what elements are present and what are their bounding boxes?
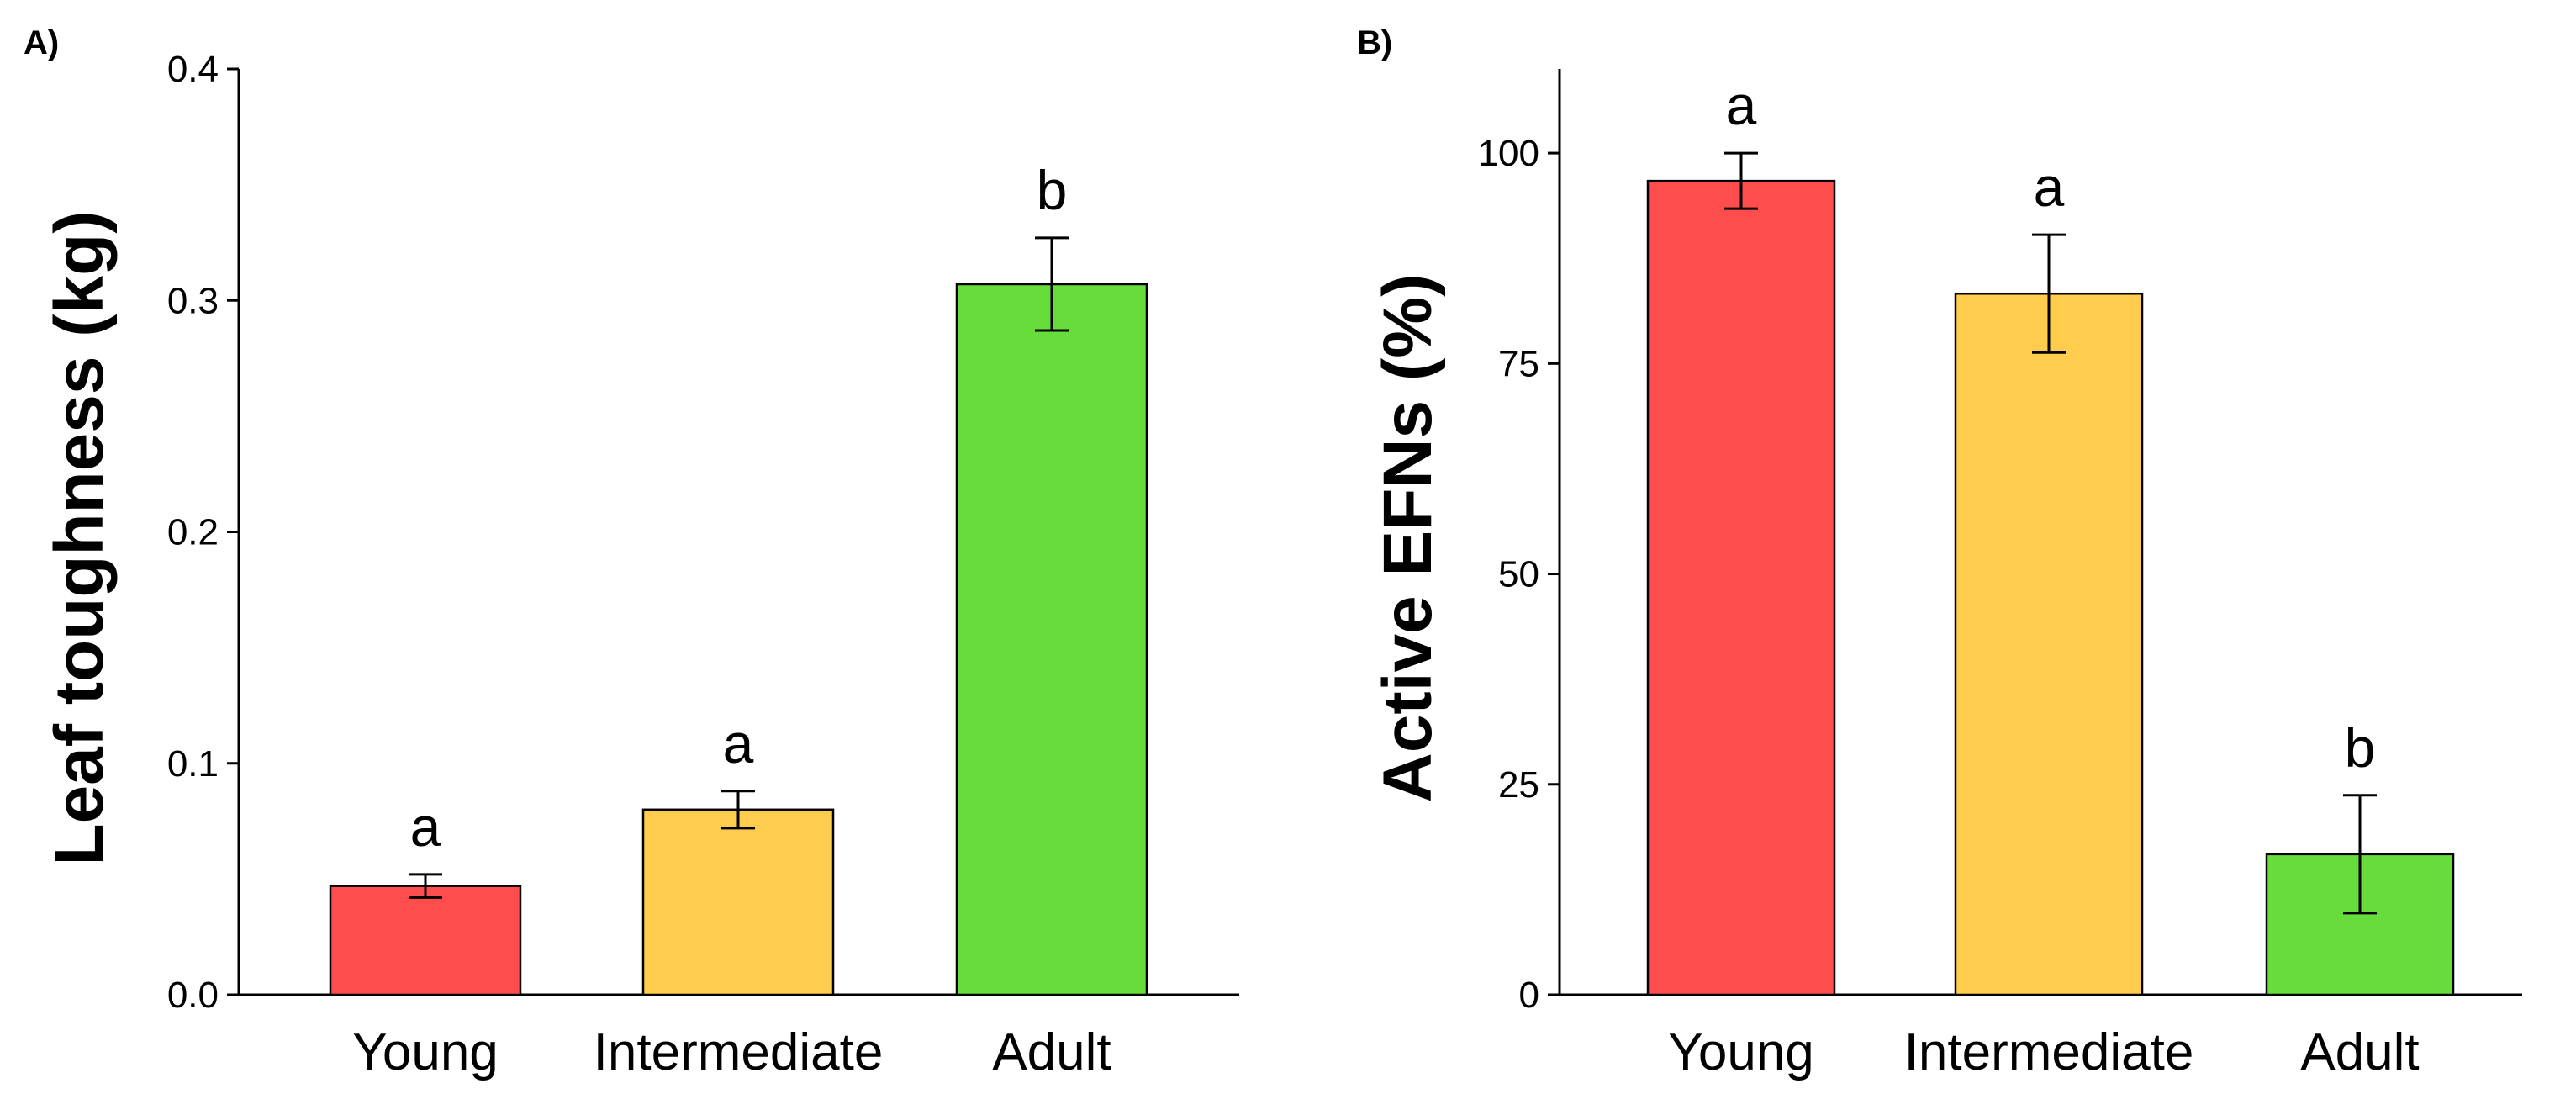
panel-a-leaf-toughness: A) Leaf toughness (kg) 0.0 0.1 0.2 0.3 0.4 a Y…	[24, 24, 1239, 1081]
y-tick-label: 75	[1498, 343, 1539, 384]
y-tick-label: 0.1	[167, 743, 219, 785]
y-tick-label: 0.3	[167, 280, 219, 321]
y-tick-label: 0.0	[167, 975, 219, 1016]
panel-b-active-efns: B) Active EFNs (%) 0 25 50 75 100 a Young a Inte…	[1357, 24, 2522, 1081]
x-tick-label-intermediate: Intermediate	[1904, 1023, 2194, 1081]
y-tick-label: 50	[1498, 554, 1539, 595]
significance-letter: b	[2345, 716, 2376, 779]
significance-letter: a	[2034, 156, 2065, 218]
y-tick-label: 0.4	[167, 49, 219, 90]
y-tick-label: 25	[1498, 764, 1539, 806]
x-tick-label-intermediate: Intermediate	[594, 1023, 884, 1081]
significance-letter: a	[410, 795, 441, 858]
significance-letter: a	[1726, 74, 1757, 136]
x-tick-label-adult: Adult	[992, 1023, 1111, 1081]
x-tick-label-young: Young	[1668, 1023, 1814, 1081]
y-tick-label: 0.2	[167, 512, 219, 553]
panel-label: A)	[24, 24, 59, 61]
significance-letter: a	[723, 712, 754, 774]
x-tick-label-adult: Adult	[2300, 1023, 2419, 1081]
y-tick-label: 100	[1478, 133, 1539, 174]
y-tick-label: 0	[1519, 975, 1539, 1016]
panel-label: B)	[1357, 24, 1392, 61]
y-axis-label: Leaf toughness (kg)	[41, 210, 118, 865]
bar-adult	[955, 283, 1148, 996]
bar-intermediate	[1954, 292, 2144, 996]
significance-letter: b	[1037, 159, 1068, 221]
chart-marks: 0 25 50 75 100 a Young a Intermediate b Adult	[1478, 69, 2522, 1081]
chart-marks: 0.0 0.1 0.2 0.3 0.4 a Young a Intermediate b Adult	[167, 49, 1239, 1081]
bar-young	[1646, 179, 1836, 996]
x-tick-label-young: Young	[352, 1023, 499, 1081]
y-axis-label: Active EFNs (%)	[1370, 274, 1446, 803]
bar-young	[329, 885, 522, 996]
bar-intermediate	[641, 808, 835, 996]
